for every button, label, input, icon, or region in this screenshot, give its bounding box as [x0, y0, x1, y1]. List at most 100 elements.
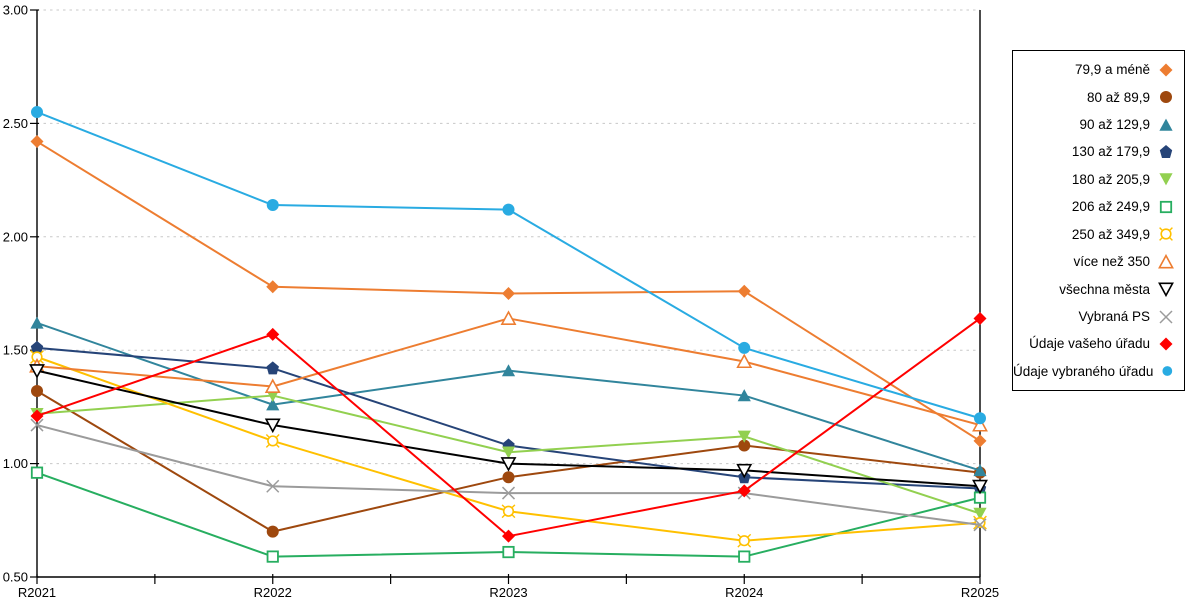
marker-triangle-down-filled: [973, 507, 987, 520]
legend-item-label: 180 až 205,9: [1071, 171, 1150, 187]
marker-triangle-down-open: [1158, 282, 1174, 298]
marker-circle-filled: [502, 203, 515, 216]
marker-circle-open: [1159, 227, 1173, 242]
legend-marker-icon: [1159, 144, 1173, 158]
legend-item: všechna města: [1013, 275, 1184, 302]
legend-marker-icon: [1160, 91, 1172, 104]
marker-pentagon-filled: [266, 361, 279, 375]
marker-diamond-filled: [973, 311, 987, 325]
legend-item-label: Údaje vašeho úřadu: [1029, 336, 1150, 352]
marker-circle-filled: [1162, 366, 1173, 377]
marker-square-open: [1159, 200, 1173, 213]
marker-x: [1159, 309, 1173, 324]
marker-x: [266, 479, 280, 493]
marker-diamond-filled: [737, 484, 751, 498]
y-tick-label: 1.50: [3, 343, 28, 358]
marker-circle-filled: [31, 385, 43, 398]
legend-item: Údaje vybraného úřadu: [1013, 358, 1184, 385]
marker-diamond-filled: [502, 287, 515, 300]
legend-marker-icon: [1159, 227, 1173, 242]
marker-triangle-up-filled: [266, 398, 280, 411]
x-tick-label: R2023: [489, 585, 527, 600]
legend-item: Vybraná PS: [1013, 303, 1184, 330]
legend-item: 130 až 179,9: [1013, 138, 1184, 165]
marker-circle-filled: [266, 199, 279, 212]
marker-triangle-down-open: [972, 479, 988, 495]
marker-triangle-up-open: [972, 416, 988, 432]
marker-circle-filled: [974, 412, 986, 425]
legend-marker-icon: [1159, 63, 1173, 77]
legend-item-label: 206 až 249,9: [1071, 199, 1150, 215]
marker-diamond-filled: [30, 135, 44, 149]
legend-item: 90 až 129,9: [1013, 111, 1184, 138]
marker-circle-filled: [738, 439, 751, 452]
marker-triangle-down-filled: [501, 446, 516, 459]
legend-item-label: 130 až 179,9: [1071, 144, 1150, 160]
marker-triangle-up-filled: [737, 389, 751, 402]
legend-item-label: více než 350: [1073, 254, 1150, 270]
marker-triangle-down-open: [29, 364, 45, 379]
marker-triangle-down-filled: [1159, 173, 1173, 186]
marker-diamond-filled: [737, 284, 751, 298]
marker-triangle-down-open: [736, 463, 753, 479]
marker-triangle-up-filled: [501, 364, 516, 377]
marker-circle-filled: [738, 341, 751, 354]
marker-square-open: [30, 466, 44, 479]
legend-item-label: Údaje vybraného úřadu: [1013, 363, 1154, 379]
legend-marker-icon: [1158, 282, 1174, 298]
legend-item-label: 90 až 129,9: [1079, 117, 1150, 133]
legend-marker-icon: [1159, 337, 1173, 351]
legend-marker-icon: [1159, 118, 1173, 131]
y-tick-label: 2.00: [3, 229, 28, 244]
legend-item-label: Vybraná PS: [1078, 309, 1150, 324]
chart-legend: 79,9 a méně 80 až 89,9 90 až 129,9 130 až 1…: [1012, 50, 1185, 391]
x-tick-label: R2024: [725, 585, 763, 600]
marker-x: [30, 418, 44, 432]
marker-x: [501, 486, 516, 500]
y-tick-label: 3.00: [3, 3, 28, 18]
marker-square-open: [266, 550, 279, 563]
marker-diamond-filled: [30, 409, 44, 423]
marker-circle-open: [501, 504, 516, 519]
marker-x: [973, 518, 987, 532]
y-tick-label: 0.50: [3, 570, 28, 585]
legend-item: 250 až 349,9: [1013, 221, 1184, 248]
legend-item: 180 až 205,9: [1013, 166, 1184, 193]
legend-item-label: 79,9 a méně: [1074, 62, 1150, 78]
legend-marker-icon: [1159, 173, 1173, 186]
marker-triangle-up-open: [264, 378, 281, 393]
marker-circle-filled: [502, 471, 515, 484]
marker-triangle-up-open: [736, 353, 753, 369]
marker-diamond-filled: [502, 529, 515, 543]
legend-item-label: 80 až 89,9: [1086, 89, 1150, 105]
marker-diamond-filled: [266, 280, 280, 294]
marker-square-open: [502, 545, 515, 559]
x-tick-label: R2025: [961, 585, 999, 600]
marker-circle-open: [265, 434, 280, 448]
marker-pentagon-filled: [30, 340, 44, 354]
marker-circle-open: [737, 533, 752, 548]
legend-item-label: všechna města: [1059, 281, 1150, 297]
marker-triangle-down-open: [264, 418, 281, 434]
legend-item: 206 až 249,9: [1013, 193, 1184, 220]
x-tick-label: R2022: [254, 585, 292, 600]
legend-item: Údaje vašeho úřadu: [1013, 330, 1184, 357]
marker-triangle-up-open: [1158, 253, 1174, 269]
y-tick-label: 1.00: [3, 456, 28, 471]
legend-marker-icon: [1159, 309, 1173, 324]
marker-diamond-filled: [1159, 63, 1173, 77]
marker-diamond-filled: [973, 434, 987, 448]
legend-item-label: 250 až 349,9: [1071, 226, 1150, 242]
legend-item: 80 až 89,9: [1013, 83, 1184, 110]
x-tick-label: R2021: [18, 585, 56, 600]
marker-triangle-up-open: [500, 310, 517, 325]
legend-item: více než 350: [1013, 248, 1184, 275]
marker-circle-filled: [31, 106, 43, 119]
marker-diamond-filled: [266, 327, 280, 341]
marker-triangle-up-filled: [1159, 118, 1173, 131]
marker-circle-open: [973, 515, 987, 530]
marker-triangle-down-open: [500, 457, 517, 472]
y-tick-label: 2.50: [3, 116, 28, 131]
